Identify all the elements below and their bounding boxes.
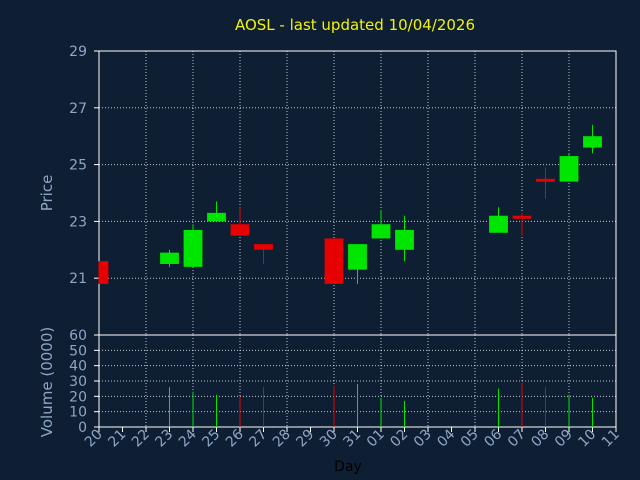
price-tick-label: 27 [69, 101, 87, 117]
day-tick-label: 27 [246, 427, 270, 451]
candle-body [348, 244, 367, 270]
candle-body [254, 244, 273, 250]
day-tick-label: 01 [364, 427, 388, 451]
day-tick-label: 24 [176, 426, 200, 450]
candle-body [395, 229, 414, 250]
candle-body [99, 261, 109, 284]
day-tick-label: 22 [129, 427, 153, 451]
chart-title: AOSL - last updated 10/04/2026 [235, 16, 475, 34]
candle-body [160, 252, 179, 264]
candle-body [512, 215, 532, 219]
day-tick-label: 23 [152, 427, 176, 451]
candle-body [371, 224, 391, 239]
volume-tick-label: 10 [69, 405, 87, 421]
volume-tick-label: 30 [69, 374, 87, 390]
day-tick-label: 29 [293, 427, 317, 451]
candle-body [583, 136, 602, 148]
price-tick-label: 25 [69, 158, 87, 174]
volume-tick-label: 60 [69, 328, 87, 344]
candle-body [207, 212, 226, 222]
candle-body [324, 238, 344, 284]
day-tick-label: 21 [105, 427, 129, 451]
x-axis-label: Day [334, 459, 362, 475]
day-tick-label: 28 [270, 427, 294, 451]
price-axis-label: Price [38, 175, 56, 212]
day-tick-label: 11 [599, 427, 623, 451]
day-tick-label: 25 [199, 427, 223, 451]
day-tick-label: 08 [528, 427, 552, 451]
day-tick-label: 05 [458, 427, 482, 451]
candle-body [559, 156, 579, 182]
day-tick-label: 31 [340, 427, 364, 451]
day-tick-label: 03 [411, 427, 435, 451]
price-tick-label: 21 [69, 271, 87, 287]
volume-tick-label: 0 [78, 420, 87, 436]
day-tick-label: 04 [434, 426, 458, 450]
day-tick-label: 07 [505, 427, 529, 451]
day-tick-label: 06 [481, 426, 505, 450]
day-tick-label: 09 [552, 427, 576, 451]
day-tick-label: 26 [223, 426, 247, 450]
volume-tick-label: 50 [69, 343, 87, 359]
candle-body [489, 215, 508, 233]
price-tick-label: 23 [69, 214, 87, 230]
day-tick-label: 10 [575, 427, 599, 451]
day-tick-label: 02 [387, 427, 411, 451]
candle-body [536, 178, 555, 182]
volume-axis-label: Volume (0000) [38, 327, 56, 437]
candle-body [230, 224, 250, 236]
candle-body [183, 229, 203, 267]
price-panel-frame [98, 50, 617, 336]
day-tick-label: 30 [317, 427, 341, 451]
volume-tick-label: 40 [69, 359, 87, 375]
price-tick-label: 29 [69, 44, 87, 60]
volume-tick-label: 20 [69, 389, 87, 405]
